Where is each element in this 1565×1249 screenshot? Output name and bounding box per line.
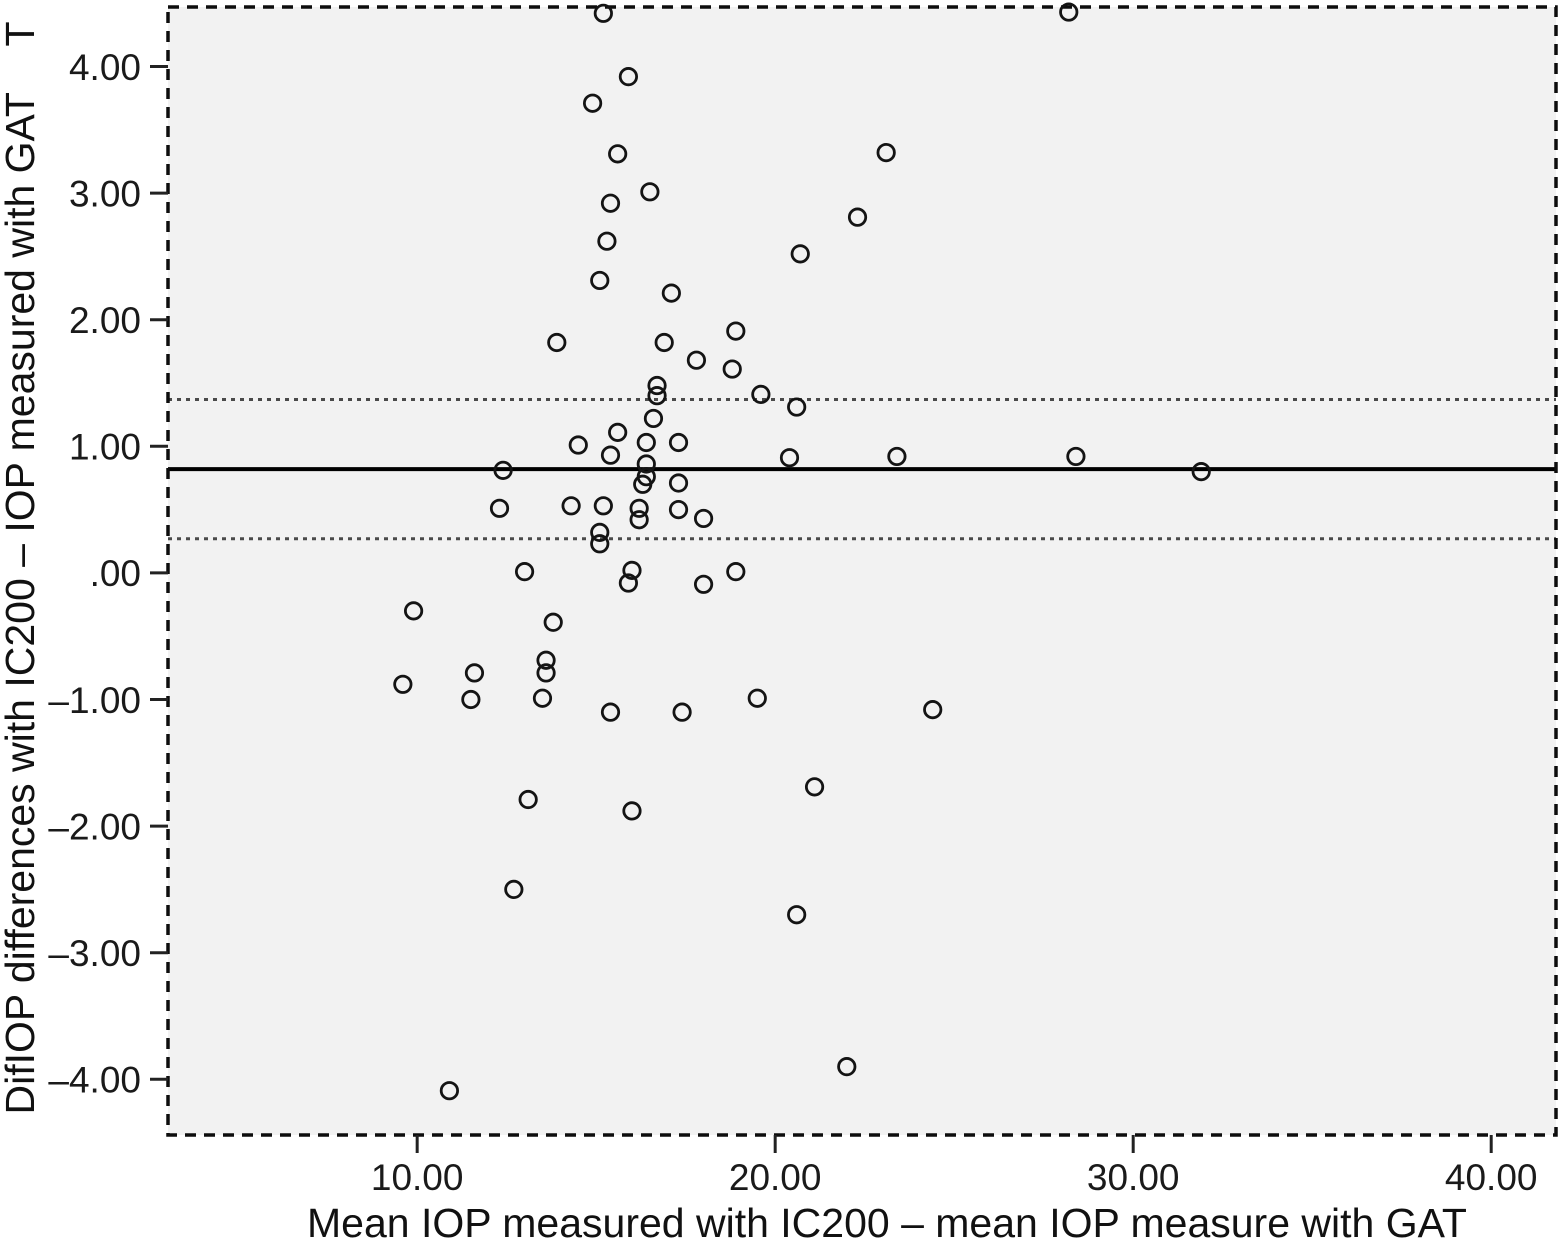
data-point <box>536 663 556 683</box>
data-point <box>629 498 649 518</box>
data-point <box>600 702 621 722</box>
data-point <box>464 663 485 683</box>
data-point <box>393 674 413 694</box>
data-point <box>568 435 588 455</box>
data-point <box>403 601 424 621</box>
data-point <box>608 422 628 442</box>
x-tick-label: 30.00 <box>1087 1157 1180 1198</box>
plot-area <box>168 7 1556 1135</box>
data-point <box>668 432 689 453</box>
data-point <box>1191 462 1211 482</box>
x-tick-label: 10.00 <box>371 1157 464 1198</box>
data-point <box>597 231 617 251</box>
data-point <box>600 445 621 465</box>
data-point <box>536 650 556 670</box>
data-point <box>672 702 692 722</box>
data-point <box>1066 446 1086 467</box>
tick-layer: 4.00 3.00 2.00 1.00 .00 –1.00 –2.00 –3.00 –4.00 1… <box>48 47 1537 1198</box>
data-point <box>633 474 653 494</box>
data-point <box>661 283 681 303</box>
data-point <box>668 499 689 520</box>
data-point <box>686 350 707 370</box>
data-point <box>629 510 649 530</box>
data-point <box>504 879 524 899</box>
data-point <box>547 332 567 353</box>
y-tick-label: –4.00 <box>48 1060 141 1101</box>
data-point <box>722 359 742 379</box>
data-point <box>582 93 603 113</box>
data-point <box>618 67 638 87</box>
data-point <box>461 689 481 710</box>
y-tick-label: 2.00 <box>69 300 141 341</box>
data-point <box>647 386 667 406</box>
y-axis-title: DifIOP differences with IC200 – IOP meas… <box>0 21 43 1114</box>
data-point <box>590 534 610 554</box>
data-point <box>636 432 656 453</box>
data-point <box>532 688 553 708</box>
data-point <box>1059 2 1079 22</box>
data-point <box>790 244 810 264</box>
data-point <box>747 688 767 708</box>
y-tick-label: 4.00 <box>69 47 141 88</box>
data-point <box>693 574 714 594</box>
data-point <box>590 522 610 542</box>
data-point <box>693 508 714 529</box>
data-point <box>561 496 581 516</box>
y-tick-label: –2.00 <box>48 806 141 847</box>
reference-lines-layer <box>168 397 1556 541</box>
data-point <box>543 612 563 632</box>
plot-border-layer <box>166 5 1558 1137</box>
y-tick-label: –3.00 <box>48 933 141 974</box>
data-point <box>654 332 674 353</box>
data-point <box>787 905 807 925</box>
data-point <box>439 1081 459 1101</box>
data-point <box>640 182 660 202</box>
data-point <box>622 560 642 580</box>
data-point <box>636 454 656 474</box>
x-tick-label: 20.00 <box>729 1157 822 1198</box>
data-point <box>618 573 638 593</box>
y-tick-label: 1.00 <box>69 427 141 468</box>
data-point <box>643 408 664 429</box>
data-point <box>608 144 628 164</box>
data-point <box>726 562 746 582</box>
data-point <box>876 142 896 163</box>
y-tick-label: .00 <box>90 553 141 594</box>
data-points-layer <box>393 2 1211 1101</box>
data-point <box>622 801 642 821</box>
data-point <box>514 562 535 582</box>
x-axis-title: Mean IOP measured with IC200 – mean IOP … <box>307 1200 1467 1246</box>
data-point <box>489 498 510 518</box>
y-tick-label: 3.00 <box>69 173 141 214</box>
data-point <box>518 789 538 810</box>
data-point <box>787 397 807 417</box>
data-point <box>493 460 513 480</box>
data-point <box>726 321 746 341</box>
x-tick-label: 40.00 <box>1445 1157 1538 1198</box>
data-point <box>923 700 943 720</box>
data-point <box>668 473 689 493</box>
data-point <box>837 1057 857 1077</box>
data-point <box>600 193 621 213</box>
data-point <box>804 777 825 797</box>
data-point <box>779 448 800 468</box>
data-point <box>590 270 610 291</box>
data-point <box>751 384 771 404</box>
data-point <box>647 375 667 396</box>
data-point <box>593 496 613 516</box>
plot-border <box>166 5 1558 1137</box>
data-point <box>593 3 613 23</box>
data-point <box>847 207 868 227</box>
data-point <box>887 446 907 467</box>
y-tick-label: –1.00 <box>48 680 141 721</box>
